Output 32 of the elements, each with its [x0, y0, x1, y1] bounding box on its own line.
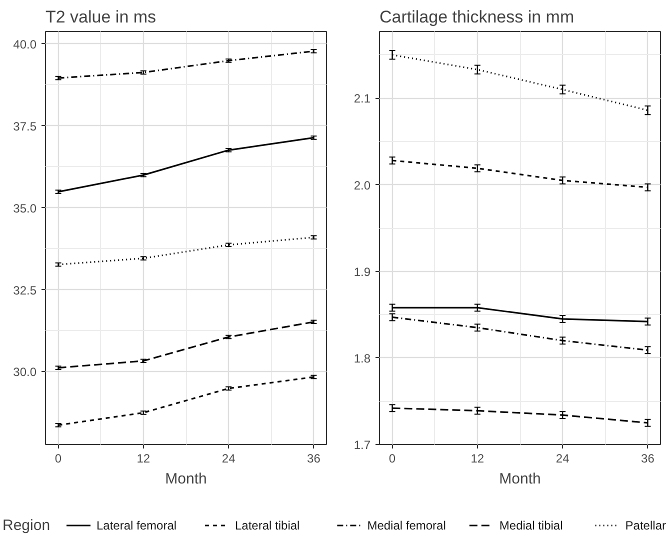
- y-tick-label: 35.0: [13, 201, 37, 216]
- x-axis-title: Month: [165, 470, 207, 488]
- x-tick-label: 12: [136, 452, 150, 466]
- x-tick-label: 0: [388, 452, 396, 466]
- legend-label: Medial femoral: [367, 518, 446, 532]
- y-tick-label: 1.9: [354, 264, 371, 279]
- x-tick-label: 24: [222, 452, 236, 466]
- y-tick-label: 2.0: [354, 178, 371, 192]
- legend-label: Lateral femoral: [96, 518, 177, 532]
- x-tick-label: 24: [556, 452, 570, 466]
- x-tick-label: 0: [54, 452, 62, 466]
- y-tick-label: 1.7: [354, 438, 371, 452]
- x-tick-label: 36: [641, 452, 655, 466]
- legend-title: Region: [2, 517, 50, 534]
- y-tick-label: 37.5: [13, 119, 37, 134]
- legend-label: Lateral tibial: [235, 518, 300, 532]
- line-series: [391, 54, 649, 112]
- legend-label: Medial tibial: [499, 518, 563, 532]
- y-tick-label: 40.0: [13, 37, 37, 52]
- x-tick-label: 12: [470, 452, 484, 466]
- line-series: [391, 160, 649, 188]
- chart-title: Cartilage thickness in mm: [380, 8, 574, 26]
- y-tick-label: 30.0: [13, 365, 37, 380]
- line-series: [391, 407, 649, 424]
- chart-title: T2 value in ms: [46, 8, 156, 26]
- y-tick-label: 32.5: [13, 283, 37, 298]
- x-tick-label: 36: [307, 452, 321, 466]
- line-series: [391, 316, 649, 351]
- legend-label: Patellar: [625, 518, 666, 532]
- y-tick-label: 2.1: [354, 92, 371, 106]
- y-tick-label: 1.8: [354, 351, 371, 366]
- x-axis-title: Month: [499, 470, 541, 488]
